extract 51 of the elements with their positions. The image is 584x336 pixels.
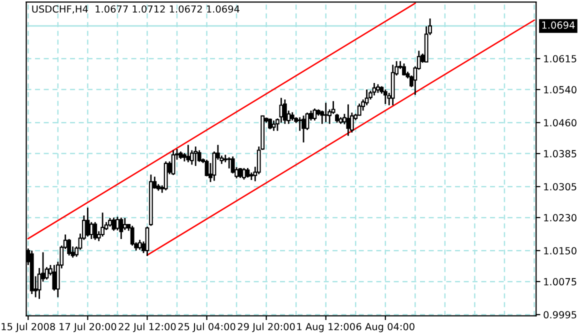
candlestick (89, 221, 94, 240)
candlestick (246, 167, 250, 178)
y-tick-label: 1.0230 (544, 214, 576, 222)
candlestick (67, 238, 72, 256)
ref-line-label: 1.0694 (542, 21, 575, 29)
candlestick (171, 150, 176, 176)
candlestick (383, 88, 388, 105)
candlestick (197, 150, 202, 163)
candlestick (86, 206, 90, 238)
y-tick-label: 1.0150 (544, 247, 576, 254)
candlestick (122, 217, 127, 231)
candlestick (100, 212, 105, 238)
x-tick-label: 17 Jul 20:00 (60, 322, 116, 332)
y-tick-label: 1.0305 (544, 183, 576, 190)
candlestick (346, 104, 350, 136)
candlestick (372, 82, 376, 96)
candlestick (242, 167, 246, 180)
candlestick (186, 144, 190, 163)
x-tick-label: 22 Jul 12:00 (118, 322, 176, 332)
candlestick (272, 120, 276, 132)
candlestick (112, 216, 116, 232)
candlestick (145, 226, 150, 257)
candlestick (52, 264, 56, 292)
candlestick (130, 225, 134, 246)
candlestick (279, 97, 284, 124)
candlestick (119, 216, 124, 240)
x-tick-label: 29 Jul 20:00 (238, 322, 295, 332)
x-tick-label: 25 Jul 04:00 (178, 322, 236, 332)
candlestick (194, 146, 198, 167)
x-tick-label: 1 Aug 12:00 (297, 322, 355, 332)
x-tick-label: 15 Jul 2008 (2, 322, 55, 332)
x-tick-label: 6 Aug 04:00 (356, 322, 414, 332)
candlestick (312, 108, 317, 122)
candlestick (302, 114, 306, 144)
candlestick (138, 239, 142, 250)
candlestick (227, 156, 232, 170)
chart-title: USDCHF,H4 1.0677 1.0712 1.0672 1.0694 (32, 5, 240, 14)
candlestick (298, 116, 302, 132)
y-tick-label: 1.0075 (544, 278, 576, 286)
candlestick (238, 167, 242, 179)
candlestick (230, 156, 235, 174)
y-tick-label: 1.0460 (544, 119, 576, 126)
candlestick (116, 216, 120, 232)
candlestick (282, 98, 287, 125)
candlestick (324, 102, 328, 123)
candlestick (402, 62, 406, 76)
y-tick-label: 1.0615 (544, 55, 576, 62)
y-tick-label: 1.0385 (544, 150, 576, 158)
y-tick-label: 0.9995 (544, 311, 576, 318)
y-tick-label: 1.0540 (544, 86, 576, 94)
candlestick (93, 221, 98, 241)
